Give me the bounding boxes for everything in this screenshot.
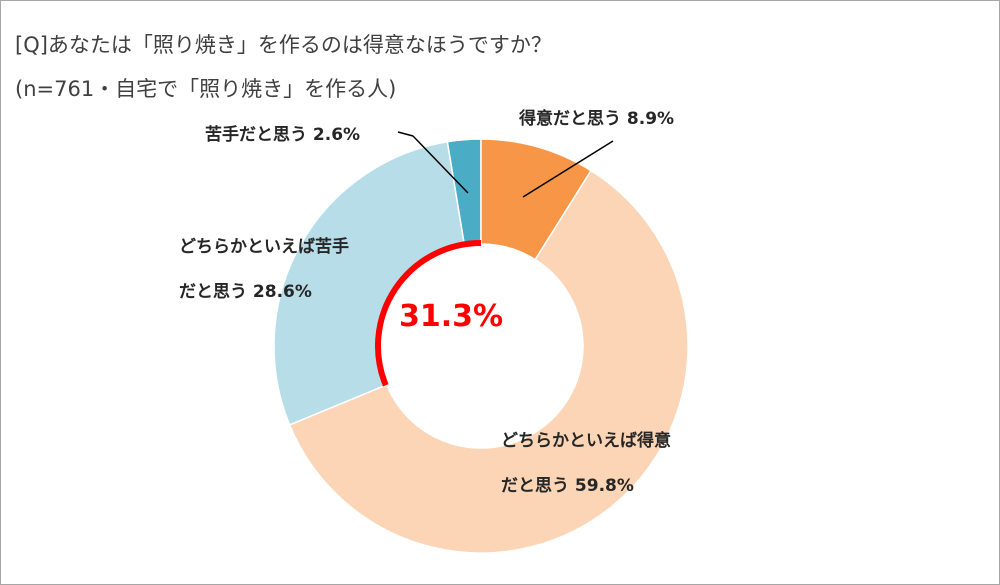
- donut-segment: [288, 169, 689, 554]
- annotation: 31.3%: [399, 299, 504, 334]
- label: どちらかといえば苦手だと思う 28.6%: [179, 237, 349, 302]
- chart-title: [Q]あなたは「照り焼き」を作るのは得意なほうですか？: [15, 33, 552, 57]
- leader-line: [522, 140, 614, 198]
- label: 苦手だと思う 2.6%: [205, 125, 361, 145]
- leader-line: [412, 135, 469, 194]
- chart-subtitle: (n=761・自宅で「照り焼き」を作る人): [15, 77, 397, 101]
- label: 得意だと思う 8.9%: [519, 109, 675, 129]
- highlight-arc: [375, 240, 481, 387]
- label: どちらかといえば得意だと思う 59.8%: [501, 431, 671, 496]
- donut-segment: [480, 138, 592, 261]
- leader-line: [397, 131, 414, 137]
